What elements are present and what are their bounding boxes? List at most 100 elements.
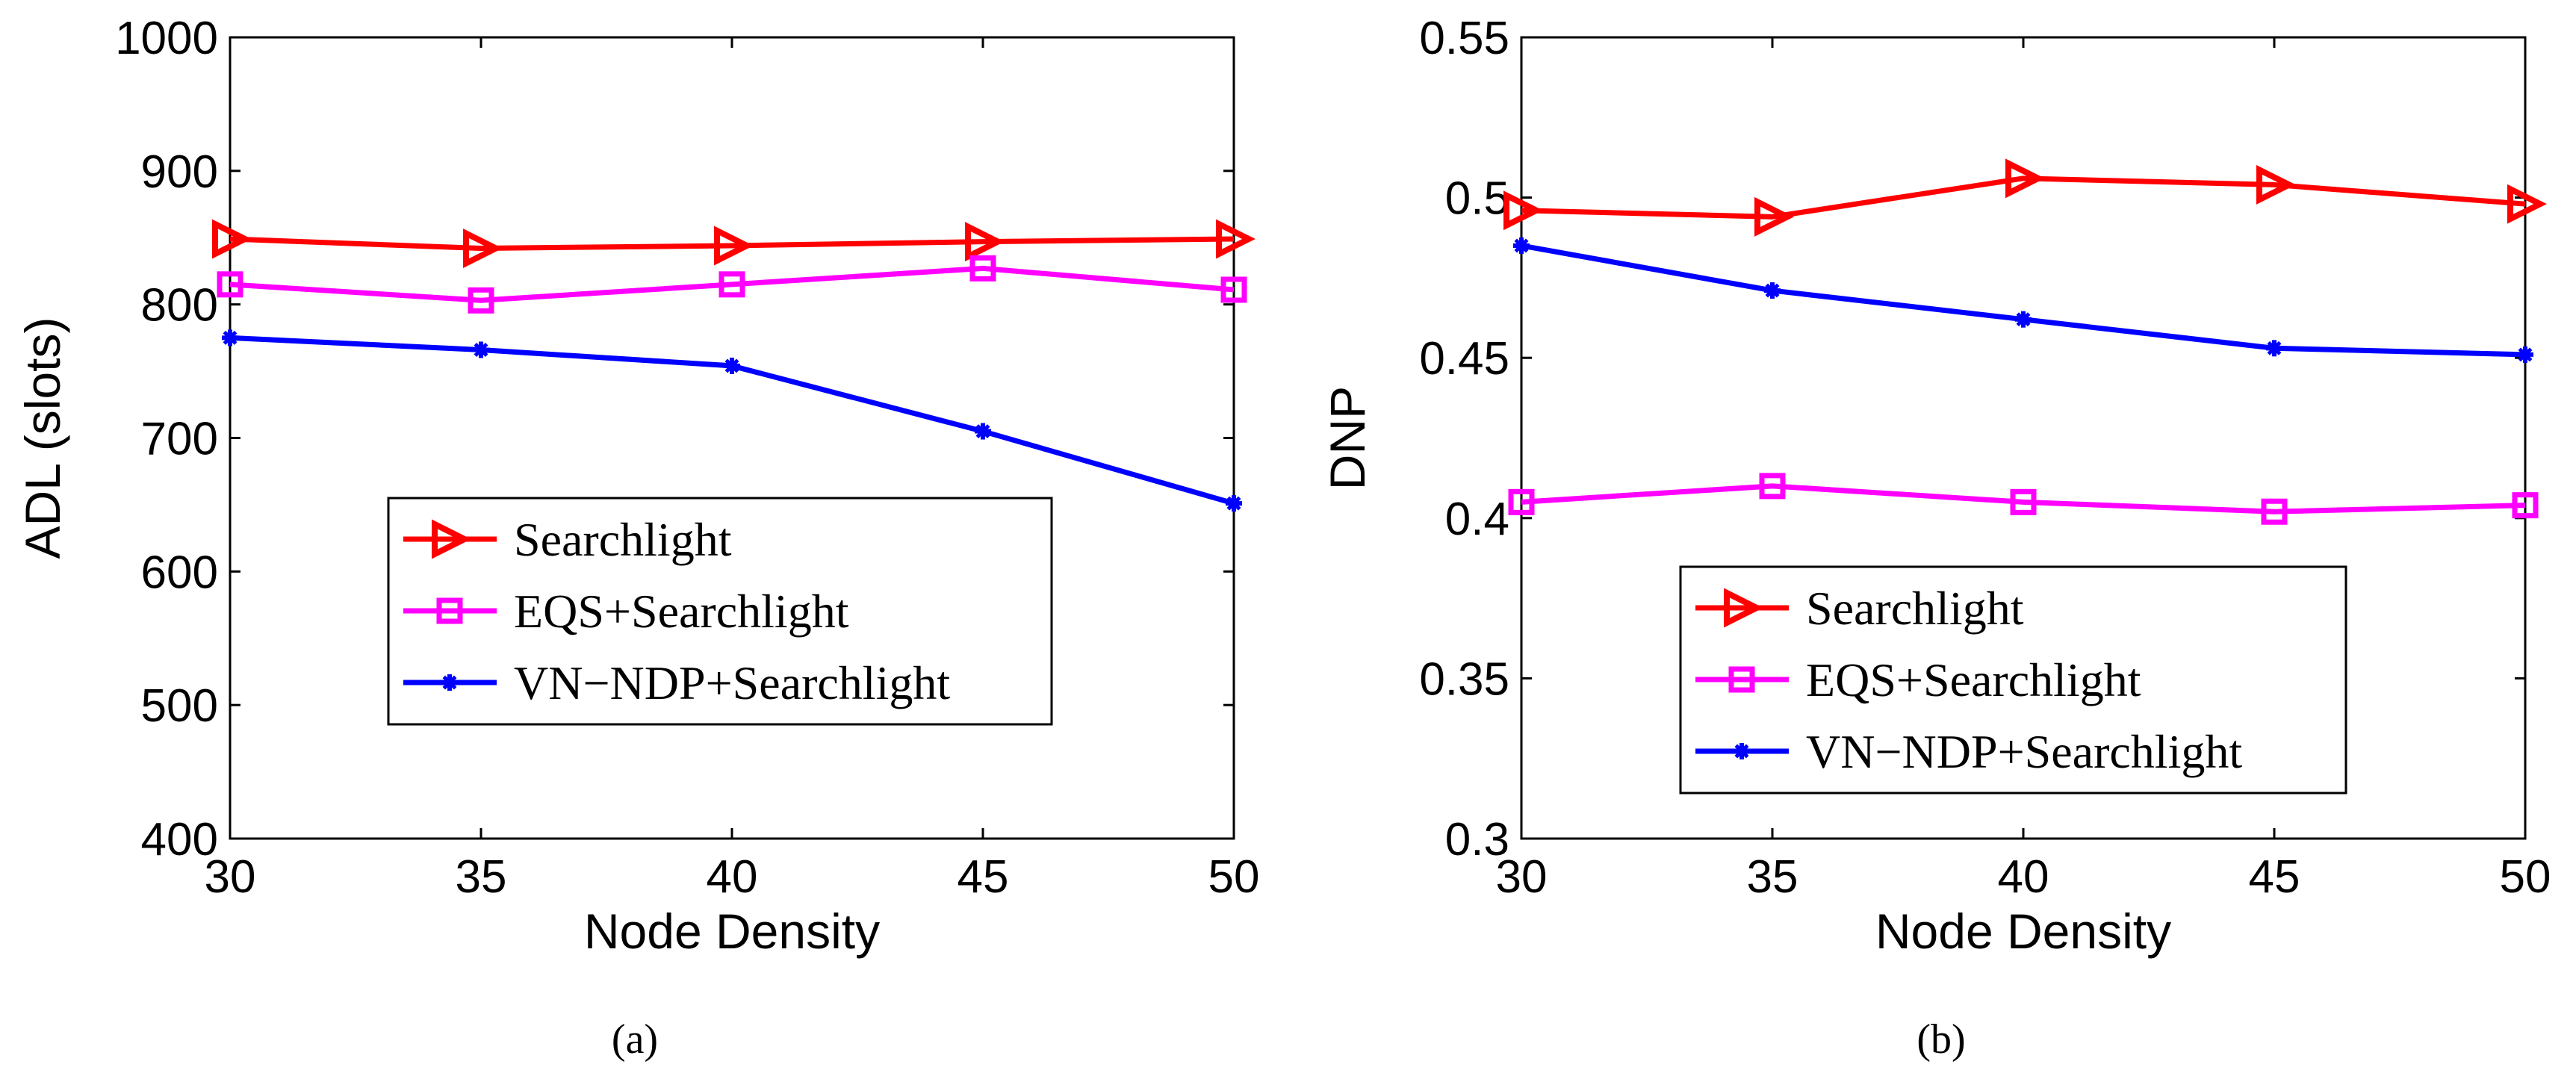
data-point [2005,158,2045,199]
data-point [1764,282,1781,299]
y-tick-label: 0.4 [1445,494,1509,545]
marker-stroke [2518,347,2533,362]
x-tick-label: 45 [958,851,1009,903]
legend-item: VN−NDP+Searchlight [1695,725,2242,778]
data-point [1759,473,1786,500]
y-tick-label: 0.3 [1445,814,1509,865]
data-point [1508,488,1535,515]
data-point [714,226,754,266]
data-point [969,255,996,282]
x-tick-label: 35 [1747,851,1798,903]
legend-item: EQS+Searchlight [1695,653,2141,706]
legend-marker [432,519,471,559]
marker-stroke [442,675,457,690]
y-axis-title: ADL (slots) [15,317,70,559]
series-1 [1503,158,2547,237]
data-point [2266,340,2282,357]
legend-label: Searchlight [1806,582,2024,635]
legend-marker [1734,743,1750,759]
legend-item: VN−NDP+Searchlight [403,656,950,709]
series-3 [222,329,1242,512]
series-line [229,236,1235,252]
legend-item: Searchlight [403,513,732,566]
data-point [2261,498,2288,525]
chart-panel-1: 30 35 40 45 50 400 500 600 700 800 900 1000 Node Den… [15,13,1259,1063]
legend-label: Searchlight [514,513,732,566]
legend-marker [1728,666,1755,693]
chart-panel-2: 30 35 40 45 50 0.3 0.35 0.4 0.45 0.5 0.55 Node Dens… [1320,13,2551,1063]
y-tick-label: 0.35 [1419,653,1509,705]
y-tick-label: 1000 [115,13,218,64]
y-tick-label: 0.55 [1419,13,1509,64]
y-tick-label: 600 [141,547,218,598]
y-tick-label: 0.45 [1419,333,1509,385]
data-point [2507,184,2547,224]
data-point [2010,488,2037,515]
marker-stroke [1514,238,1529,253]
data-point [2015,311,2032,328]
x-axis-title: Node Density [584,904,880,959]
y-axis: 0.3 0.35 0.4 0.45 0.5 0.55 [1419,13,2525,865]
marker-stroke [223,330,238,345]
x-tick-label: 40 [707,851,758,903]
y-tick-label: 700 [141,414,218,465]
x-tick-label: 45 [2249,851,2300,903]
data-point [1220,276,1247,303]
legend-marker [1724,588,1763,628]
marker-stroke [1765,283,1780,298]
data-point [212,219,252,259]
legend-label: VN−NDP+Searchlight [1806,725,2242,778]
marker-stroke [1226,496,1241,511]
y-tick-label: 400 [141,814,218,865]
legend: Searchlight EQS+Searchlight VN−NDP+Searchl… [387,497,1053,726]
y-axis: 400 500 600 700 800 900 1000 [115,13,1234,865]
marker-stroke [1734,744,1749,759]
x-tick-label: 35 [456,851,507,903]
panel-caption: (a) [612,1016,658,1063]
x-tick-label: 50 [2500,851,2551,903]
data-point [724,357,740,374]
data-point [1513,237,1530,254]
data-point [222,329,238,346]
x-axis: 30 35 40 45 50 [205,37,1260,903]
marker-stroke [724,358,739,373]
y-axis-title: DNP [1320,386,1375,490]
series-2 [1508,473,2539,525]
x-tick-label: 50 [1208,851,1260,903]
legend-box [1679,565,2347,795]
data-point [1216,219,1256,259]
data-point [1754,196,1794,237]
marker-stroke [2016,312,2031,327]
y-tick-label: 900 [141,146,218,198]
series-line [1521,175,2526,220]
data-point [2517,346,2533,363]
legend-marker [441,674,458,691]
y-tick-label: 800 [141,280,218,332]
y-tick-label: 0.5 [1445,173,1509,225]
x-tick-label: 40 [1998,851,2049,903]
data-point [2512,492,2539,519]
legend: Searchlight EQS+Searchlight VN−NDP+Searchl… [1679,565,2347,795]
series-line [1521,483,2526,514]
series-line [229,265,1235,303]
legend-item: Searchlight [1695,582,2024,635]
data-point [463,228,503,269]
legend-label: EQS+Searchlight [514,585,849,638]
x-axis-title: Node Density [1875,904,2171,959]
x-tick-label: 30 [1496,851,1548,903]
data-point [468,287,494,314]
x-tick-label: 30 [205,851,256,903]
legend-box [387,497,1053,726]
y-tick-label: 500 [141,680,218,732]
data-point [217,271,243,298]
marker-stroke [474,343,488,357]
panel-caption: (b) [1917,1016,1965,1063]
data-point [2256,164,2296,205]
series-2 [217,255,1247,314]
data-point [965,222,1005,262]
data-point [719,271,745,298]
legend-marker [436,597,463,624]
data-point [1226,495,1242,512]
marker-stroke [975,424,990,439]
